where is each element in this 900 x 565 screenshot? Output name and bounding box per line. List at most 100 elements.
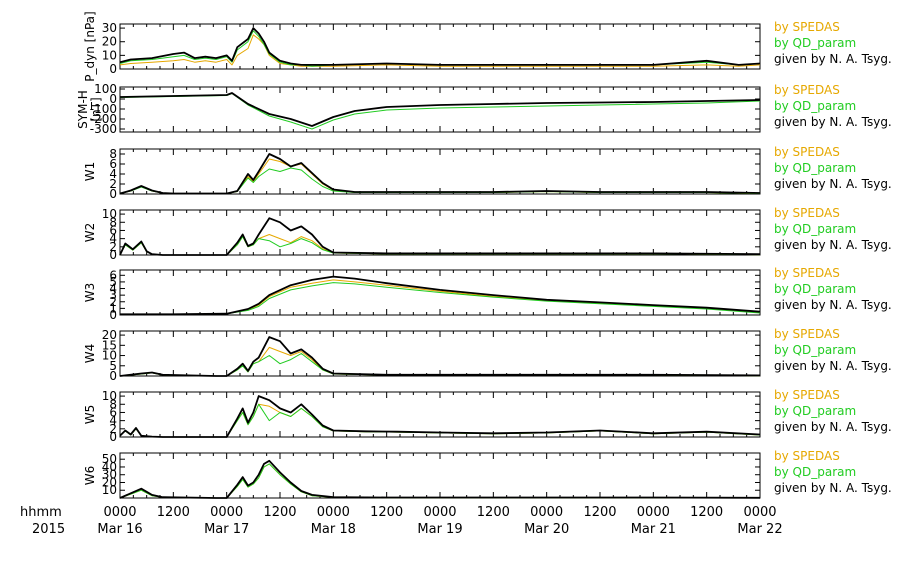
legend-entry: by SPEDAS: [774, 327, 840, 341]
y-tick-label: 0: [109, 92, 117, 106]
y-axis-title: W1: [83, 162, 97, 182]
series-line-2: [120, 282, 761, 315]
x-tick-label-date: Mar 17: [204, 522, 249, 537]
series-line-3: [119, 217, 761, 256]
y-tick-label: 20: [102, 35, 117, 49]
y-tick-label: 4: [109, 414, 117, 428]
y-tick-label: 50: [102, 452, 117, 466]
y-tick-label: 10: [102, 483, 117, 497]
y-tick-label: 6: [109, 157, 117, 171]
y-tick-label: 8: [109, 147, 117, 161]
legend-entry: by QD_param: [774, 36, 856, 50]
y-axis-title: W3: [83, 283, 97, 303]
y-tick-label: 20: [102, 475, 117, 489]
y-tick-label: 8: [109, 215, 117, 229]
y-tick-label: -100: [90, 102, 117, 116]
legend-entry: given by N. A. Tsyg.: [774, 298, 892, 312]
legend-entry: by QD_param: [774, 404, 856, 418]
legend-entry: by SPEDAS: [774, 83, 840, 97]
legend-entry: given by N. A. Tsyg.: [774, 481, 892, 495]
legend-entry: by SPEDAS: [774, 388, 840, 402]
legend-entry: by SPEDAS: [774, 20, 840, 34]
x-tick-label-time: 0000: [423, 505, 456, 520]
x-tick-label-date: Mar 18: [311, 522, 356, 537]
y-tick-label: 2: [109, 422, 117, 436]
y-tick-label: 30: [102, 21, 117, 35]
y-tick-label: 0: [109, 187, 117, 201]
x-tick-label-time: 1200: [690, 505, 723, 520]
series-line-3: [119, 27, 761, 66]
series-line-1: [119, 34, 761, 67]
y-tick-label: -300: [90, 122, 117, 136]
time-axis: hhmm 2015 0000 Mar 16 1200 0000 Mar 17 1200 00…: [20, 505, 783, 537]
x-tick-label-date: Mar 21: [631, 522, 676, 537]
y-tick-label: 6: [109, 405, 117, 419]
y-tick-label: 20: [102, 328, 117, 342]
y-tick-label: 0: [109, 369, 117, 383]
x-tick-label-time: 0000: [210, 505, 243, 520]
panel-frame: [119, 452, 761, 499]
x-tick-label-date: Mar 20: [524, 522, 569, 537]
y-axis-title: W2: [83, 223, 97, 243]
y-tick-label: 100: [94, 82, 117, 96]
y-tick-label: 6: [109, 223, 117, 237]
x-tick-label-time: 1200: [157, 505, 190, 520]
y-tick-label: 0: [109, 430, 117, 444]
legend-entry: given by N. A. Tsyg.: [774, 359, 892, 373]
x-tick-label-time: 0000: [530, 505, 563, 520]
legend-entry: by SPEDAS: [774, 266, 840, 280]
series-line-2: [119, 30, 761, 67]
legend-entry: by SPEDAS: [774, 145, 840, 159]
series-line-3: [119, 153, 761, 195]
series-line-3: [120, 275, 761, 316]
y-tick-label: 3: [109, 288, 117, 302]
series-line-3: [119, 459, 761, 499]
series-line-3: [119, 395, 761, 438]
x-tick-label-time: 1200: [583, 505, 616, 520]
legend-entry: given by N. A. Tsyg.: [774, 115, 892, 129]
legend-entry: given by N. A. Tsyg.: [774, 177, 892, 191]
y-axis-title: [nT]: [89, 97, 103, 121]
y-tick-label: 2: [109, 177, 117, 191]
x-tick-label-time: 0000: [103, 505, 136, 520]
panel-frame: [119, 330, 761, 377]
x-tick-label-time: 0000: [743, 505, 776, 520]
y-tick-label: 30: [102, 468, 117, 482]
y-tick-label: 0: [109, 308, 117, 322]
legend-entry: by SPEDAS: [774, 449, 840, 463]
y-tick-label: 10: [102, 207, 117, 221]
x-tick-label-time: 0000: [637, 505, 670, 520]
x-axis-corner-hhmm: hhmm: [20, 505, 62, 520]
y-tick-label: 10: [102, 48, 117, 62]
legend-entry: by QD_param: [774, 465, 856, 479]
series-line-2: [119, 93, 761, 130]
legend-entry: by SPEDAS: [774, 206, 840, 220]
x-axis-corner-year: 2015: [32, 522, 65, 537]
y-axis-title: W5: [83, 405, 97, 425]
panel-frame: [119, 148, 761, 195]
y-tick-label: 6: [109, 268, 117, 282]
y-tick-label: 1: [109, 301, 117, 315]
legend-entry: by QD_param: [774, 343, 856, 357]
legend-entry: by QD_param: [774, 161, 856, 175]
y-tick-label: 2: [109, 240, 117, 254]
y-axis-title: W4: [83, 344, 97, 364]
y-tick-label: 40: [102, 460, 117, 474]
y-tick-label: 2: [109, 295, 117, 309]
panel-frame: [119, 209, 761, 256]
panel-frame: [119, 86, 761, 133]
series-line-3: [119, 336, 761, 377]
y-axis-title: P_dyn [nPa]: [83, 11, 97, 81]
y-tick-label: 10: [102, 349, 117, 363]
x-tick-label-time: 1200: [370, 505, 403, 520]
legend-entry: given by N. A. Tsyg.: [774, 420, 892, 434]
